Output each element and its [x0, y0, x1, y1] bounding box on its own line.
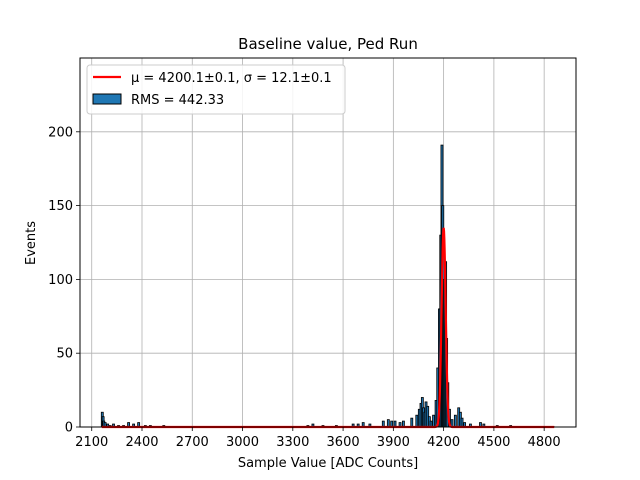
- x-tick-label: 2700: [176, 435, 209, 450]
- histogram-bin: [410, 417, 414, 428]
- histogram-bin: [453, 414, 457, 428]
- x-tick-label: 4800: [528, 435, 561, 450]
- x-axis-label: Sample Value [ADC Counts]: [238, 456, 418, 471]
- histogram-bin: [432, 414, 435, 428]
- x-tick-label: 2100: [75, 435, 108, 450]
- x-tick-label: 3300: [276, 435, 309, 450]
- legend-box: [86, 64, 346, 115]
- y-tick-label: 0: [65, 421, 73, 436]
- y-tick-label: 150: [48, 199, 73, 214]
- y-axis-ticks: 0 50 100 150 200: [48, 125, 80, 436]
- legend: μ = 4200.1±0.1, σ = 12.1±0.1 RMS = 442.3…: [86, 64, 346, 115]
- plot-frame: [79, 57, 577, 428]
- x-axis-ticks: 2100 2400 2700 3000 3300 3600 3900 4200 4500 4800: [75, 427, 561, 450]
- histogram-bin: [386, 419, 390, 428]
- y-tick-label: 100: [48, 273, 73, 288]
- x-tick-label: 3000: [226, 435, 259, 450]
- legend-histogram-swatch: [92, 93, 122, 105]
- x-tick-label: 4200: [427, 435, 460, 450]
- legend-fit-label: μ = 4200.1±0.1, σ = 12.1±0.1: [131, 71, 332, 86]
- chart-title: Baseline value, Ped Run: [238, 35, 418, 53]
- y-axis-label: Events: [24, 221, 39, 265]
- x-tick-label: 3900: [377, 435, 410, 450]
- histogram-bin: [415, 414, 419, 428]
- x-tick-label: 3600: [327, 435, 360, 450]
- y-tick-label: 200: [48, 125, 73, 140]
- x-tick-label: 4500: [477, 435, 510, 450]
- y-tick-label: 50: [56, 347, 73, 362]
- x-tick-label: 2400: [125, 435, 158, 450]
- legend-rms-label: RMS = 442.33: [131, 93, 224, 108]
- histogram-bin: [460, 417, 464, 428]
